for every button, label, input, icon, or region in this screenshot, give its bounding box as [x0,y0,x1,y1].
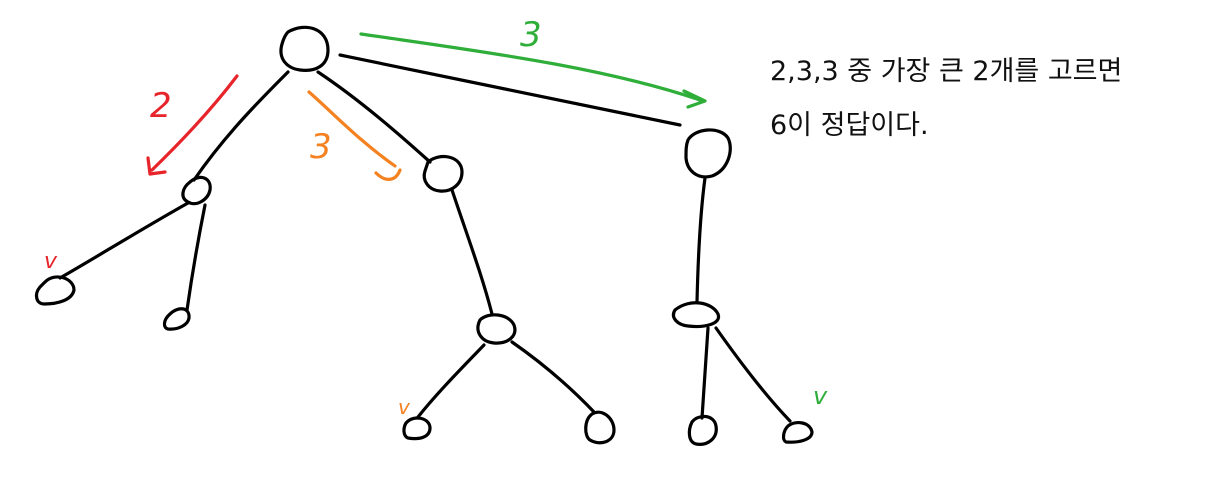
orange-annotation: 3 v [307,90,411,419]
leaf-node-a [34,275,76,306]
root-node [279,25,330,72]
note-line-1: 2,3,3 중 가장 큰 2개를 고르면 [770,56,1123,87]
green-check-mark: v [813,382,828,410]
green-arrowhead [682,89,707,109]
tree-nodes [34,25,814,446]
edge-middle-sub-to-leaf-d [510,340,596,414]
right-sub-node [671,301,721,329]
edge-right-sub-to-leaf-f [714,326,792,423]
green-arrow [359,32,702,102]
red-arrowhead [146,156,167,176]
orange-check-mark: v [398,395,411,419]
edge-middle-child-to-middle-sub [450,188,494,316]
red-arrow [150,74,239,172]
left-child-node [181,175,212,206]
orange-arrow [307,90,397,168]
edge-left-child-to-leaf-a [58,201,190,280]
orange-arrowhead [374,168,402,181]
leaf-node-d [584,410,616,445]
edge-left-child-to-leaf-b [185,203,207,312]
edge-root-to-middle-child [316,70,432,164]
leaf-node-f [781,421,814,444]
red-check-mark: v [44,249,58,274]
leaf-node-b [162,307,191,331]
leaf-node-c [402,416,432,441]
leaf-node-e [687,414,718,446]
edge-root-to-right-child [338,53,682,127]
right-child-node [684,128,732,179]
edge-root-to-left-child [192,70,290,182]
green-edge-label: 3 [520,15,542,55]
explanation-note: 2,3,3 중 가장 큰 2개를 고르면 6이 정답이다. [770,45,1200,153]
red-annotation: 2 v [44,74,239,274]
middle-child-node [422,154,464,193]
edge-right-sub-to-leaf-e [700,326,710,420]
note-line-2: 6이 정답이다. [770,110,929,141]
middle-sub-node [476,313,517,345]
edge-right-child-to-right-sub [695,176,707,304]
tree-edges [58,53,792,423]
red-edge-label: 2 [150,86,172,126]
green-annotation: 3 v [359,15,828,410]
orange-edge-label: 3 [310,127,332,167]
edge-middle-sub-to-leaf-c [416,343,486,419]
